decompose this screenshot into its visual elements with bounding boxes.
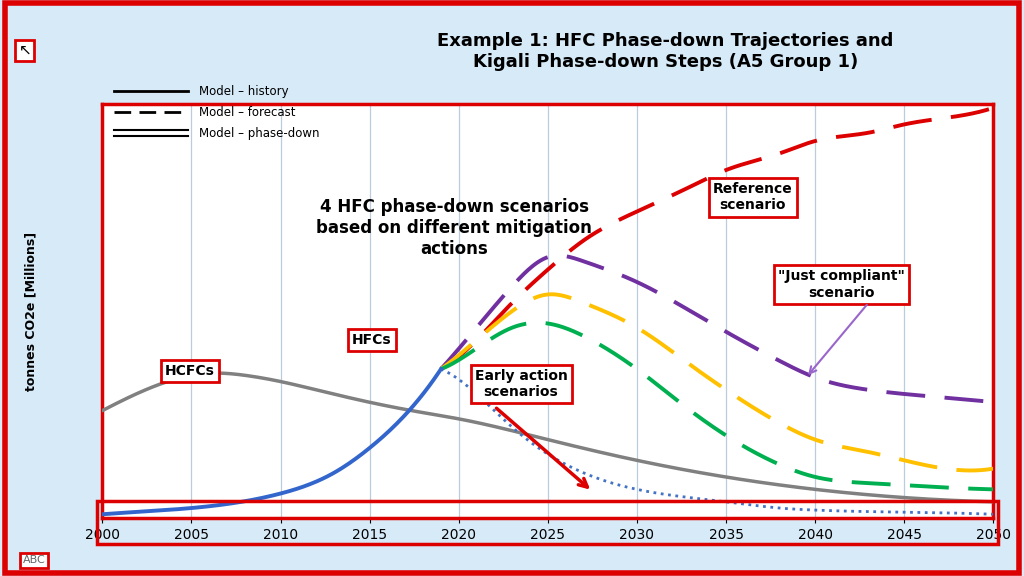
Text: HCFCs: HCFCs	[165, 365, 215, 378]
Text: "Just compliant"
scenario: "Just compliant" scenario	[778, 270, 905, 300]
Text: Model – history: Model – history	[200, 85, 289, 98]
Text: 4 HFC phase-down scenarios
based on different mitigation
actions: 4 HFC phase-down scenarios based on diff…	[316, 198, 592, 258]
Text: tonnes CO2e [Millions]: tonnes CO2e [Millions]	[25, 232, 37, 391]
Text: Model – phase-down: Model – phase-down	[200, 127, 319, 140]
Text: ABC: ABC	[23, 555, 45, 565]
Text: Model – forecast: Model – forecast	[200, 106, 296, 119]
Text: ↖: ↖	[18, 43, 31, 58]
Text: Example 1: HFC Phase-down Trajectories and
Kigali Phase-down Steps (A5 Group 1): Example 1: HFC Phase-down Trajectories a…	[437, 32, 894, 71]
Text: HFCs: HFCs	[352, 334, 391, 347]
Text: Early action
scenarios: Early action scenarios	[475, 369, 567, 399]
Text: Reference
scenario: Reference scenario	[713, 182, 793, 213]
